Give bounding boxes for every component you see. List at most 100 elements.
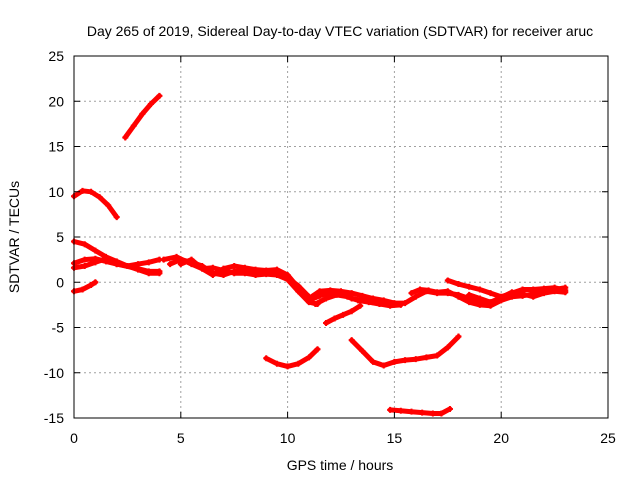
data-point [408, 290, 415, 297]
series-arc-18 [348, 333, 462, 369]
data-point [340, 311, 347, 318]
data-point [455, 281, 462, 288]
data-point [231, 268, 238, 275]
x-tick-label: 25 [600, 430, 616, 446]
data-point [295, 360, 302, 367]
data-point [88, 281, 95, 288]
data-point [412, 293, 419, 300]
data-point [188, 256, 195, 263]
data-point [199, 265, 206, 272]
data-point [519, 291, 526, 298]
data-point [130, 122, 137, 129]
data-point [551, 288, 558, 295]
data-point [263, 355, 270, 362]
series-arc-17 [263, 346, 321, 370]
series-arc-1 [122, 92, 163, 141]
data-point [220, 272, 227, 279]
data-point [92, 279, 99, 286]
x-tick-label: 5 [177, 430, 185, 446]
data-point [312, 300, 319, 307]
data-point [323, 295, 330, 302]
data-point [338, 290, 344, 297]
series-arc-9 [177, 256, 308, 299]
data-point [408, 408, 415, 415]
y-tick-label: 10 [48, 184, 64, 200]
data-point [122, 134, 129, 141]
data-point [402, 300, 409, 307]
data-point [156, 92, 163, 99]
data-point [370, 358, 377, 365]
data-point [444, 344, 451, 351]
data-point [79, 187, 86, 194]
y-axis-label: SDTVAR / TECUs [6, 181, 22, 293]
data-point [177, 261, 184, 268]
x-tick-label: 0 [70, 430, 78, 446]
data-point [370, 299, 377, 306]
data-point [81, 256, 88, 263]
data-point [327, 289, 334, 296]
series-arc-16 [466, 288, 569, 306]
data-point [113, 214, 120, 221]
data-point [305, 354, 312, 361]
data-point [402, 357, 409, 364]
data-point [508, 289, 515, 296]
data-point [434, 289, 441, 296]
data-point [284, 272, 291, 279]
data-point [466, 299, 473, 306]
series-line [466, 288, 568, 305]
data-point [455, 333, 462, 340]
data-point [498, 294, 505, 301]
data-point [295, 284, 302, 291]
data-point [135, 265, 142, 272]
data-point [323, 319, 330, 326]
y-tick-labels: -15 -10 -5 0 5 10 15 20 25 [44, 48, 64, 426]
data-point [284, 363, 291, 370]
data-point [359, 348, 366, 355]
series-line [71, 279, 98, 294]
data-point [105, 202, 112, 209]
data-point [487, 290, 494, 297]
data-point [145, 259, 152, 266]
data-point [273, 266, 280, 273]
data-point [476, 286, 483, 293]
axis-ticks [73, 55, 609, 419]
y-tick-label: 15 [48, 139, 64, 155]
data-point [476, 295, 483, 302]
data-point [387, 302, 394, 309]
data-point [423, 354, 430, 361]
data-point [429, 410, 436, 417]
data-point [376, 300, 383, 307]
data-point [434, 352, 441, 359]
data-point [412, 356, 419, 363]
x-tick-labels: 0 5 10 15 20 25 [70, 430, 616, 446]
y-tick-label: -15 [44, 410, 64, 426]
data-point [540, 290, 547, 297]
data-point [301, 292, 308, 299]
data-point [305, 297, 312, 304]
x-axis-label: GPS time / hours [287, 457, 394, 473]
data-point [476, 301, 483, 308]
chart-title: Day 265 of 2019, Sidereal Day-to-day VTE… [87, 23, 593, 39]
data-point [419, 409, 426, 416]
data-point [466, 283, 473, 290]
data-point [397, 407, 404, 414]
data-point [417, 286, 424, 293]
data-point [444, 288, 451, 295]
y-tick-label: 25 [48, 48, 64, 64]
data-point [220, 265, 227, 272]
data-point [397, 301, 404, 308]
data-point [348, 308, 355, 315]
data-point [455, 293, 462, 300]
data-point [444, 277, 451, 284]
x-tick-label: 20 [493, 430, 509, 446]
data-point [466, 291, 473, 298]
data-point [425, 287, 432, 294]
y-tick-label: -5 [52, 320, 65, 336]
data-point [357, 302, 364, 309]
data-point [562, 289, 569, 296]
data-point [331, 315, 338, 322]
data-point [530, 286, 537, 293]
x-tick-label: 15 [387, 430, 403, 446]
y-tick-label: 20 [48, 93, 64, 109]
data-point [263, 267, 270, 274]
